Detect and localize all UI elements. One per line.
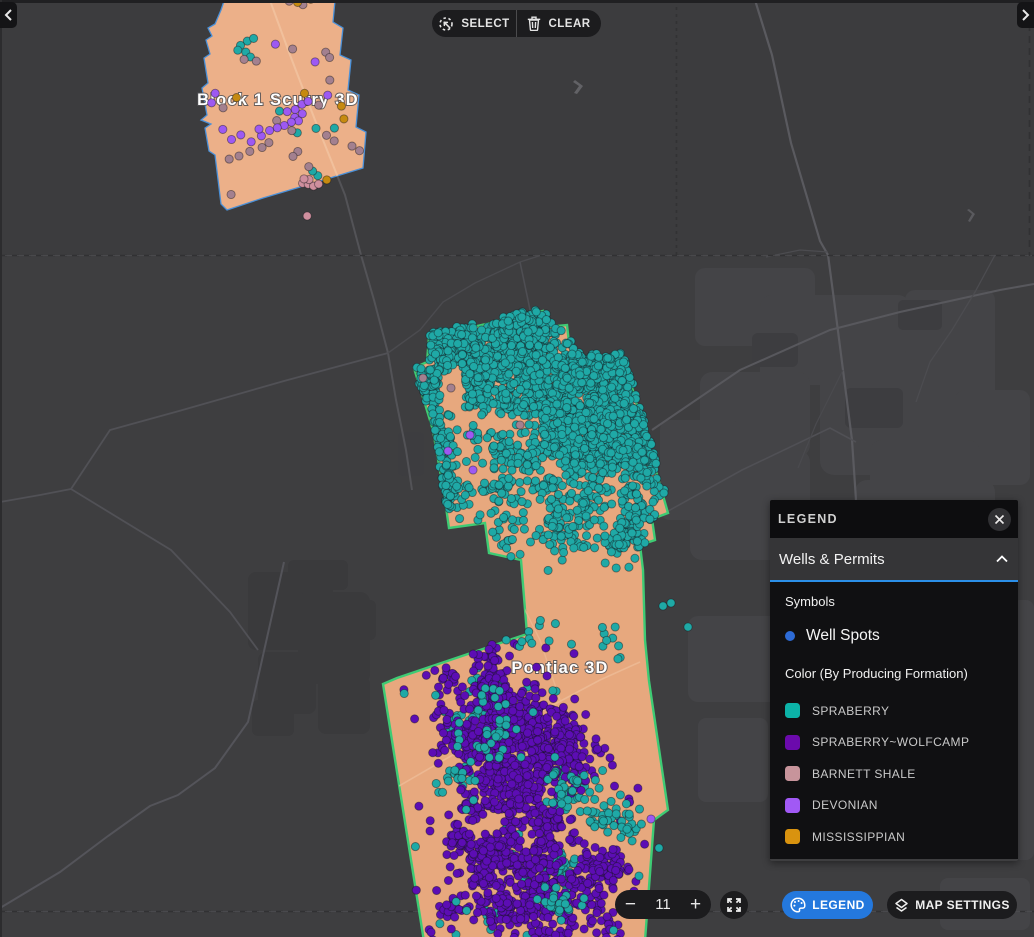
svg-text:Pontiac 3D: Pontiac 3D (511, 659, 608, 677)
